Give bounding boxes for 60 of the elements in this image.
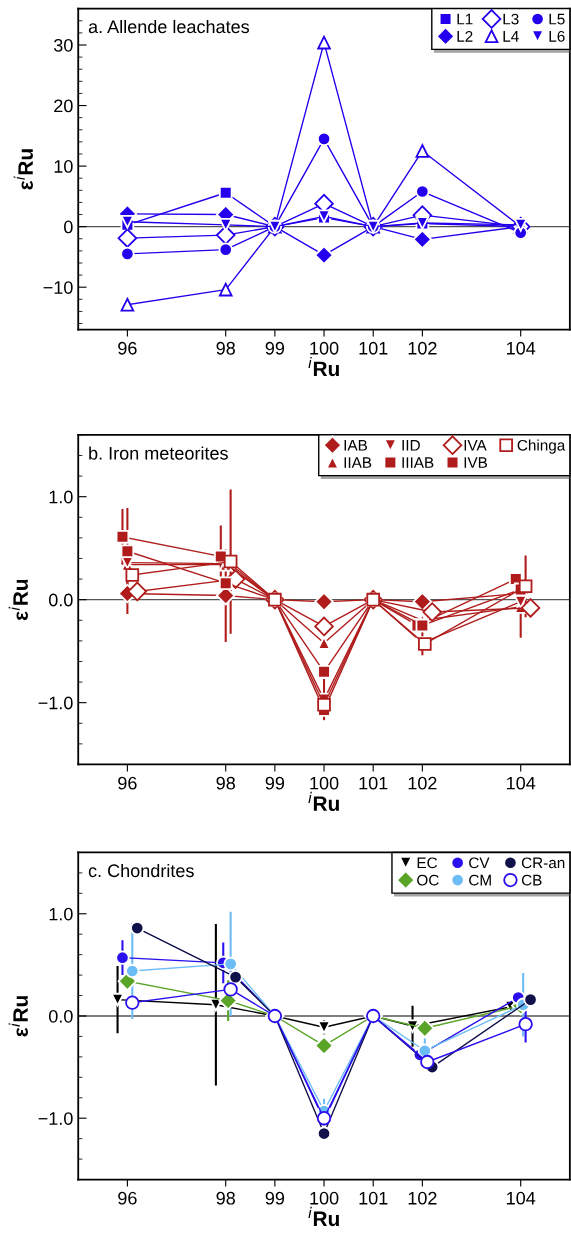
- legend-label: L6: [549, 30, 565, 42]
- legend-label: EC: [417, 857, 438, 869]
- text: b. Iron meteorites: [89, 446, 228, 460]
- legend-label: IVB: [464, 457, 488, 468]
- legend-label: CM: [469, 874, 491, 886]
- y-axis-title: ε$^{i}$Ru: [8, 996, 28, 1037]
- legend-label: IID: [402, 440, 420, 451]
- x-tick-label: 100: [310, 776, 339, 790]
- legend-label: IVA: [464, 440, 487, 451]
- y-tick-label: 0.0: [48, 1009, 73, 1023]
- x-tick-label: 102: [408, 776, 437, 790]
- x-tick-label: 98: [216, 341, 235, 355]
- x-tick-label: 104: [507, 776, 536, 790]
- x-tick-label: 98: [216, 1191, 235, 1205]
- y-tick-label: 1.0: [49, 907, 73, 921]
- x-tick-label: 99: [265, 341, 285, 355]
- x-tick-label: 99: [265, 1191, 285, 1205]
- legend-label: L2: [457, 30, 473, 42]
- x-tick-label: 98: [216, 776, 235, 790]
- x-tick-label: 101: [359, 776, 388, 790]
- y-tick-label: −1.0: [38, 696, 73, 710]
- x-tick-label: 104: [507, 1191, 536, 1205]
- legend-label: L5: [549, 13, 565, 25]
- x-tick-label: 99: [265, 776, 285, 790]
- legend-label: OC: [417, 874, 439, 886]
- y-tick-label: 20: [54, 99, 73, 113]
- y-axis-title: ε$^{i}$Ru: [13, 149, 33, 190]
- y-tick-label: 10: [54, 160, 73, 173]
- x-tick-label: 96: [118, 341, 137, 355]
- x-tick-label: 102: [408, 341, 437, 355]
- x-axis-title: $^{i}$Ru: [308, 791, 339, 812]
- legend-label: IIIAB: [402, 457, 434, 468]
- legend-label: L3: [503, 13, 519, 25]
- x-tick-label: 96: [118, 776, 137, 790]
- x-tick-label: 101: [359, 341, 388, 355]
- legend-label: IAB: [344, 440, 367, 451]
- text: c. Chondrites: [88, 863, 194, 878]
- y-tick-label: −1.0: [38, 1112, 73, 1125]
- legend-label: L1: [457, 13, 473, 25]
- x-tick-label: 101: [359, 1191, 388, 1205]
- y-tick-label: 0.0: [48, 593, 73, 607]
- legend-label: CB: [521, 874, 542, 886]
- y-tick-label: −10: [43, 281, 73, 294]
- y-axis-title: ε$^{i}$Ru: [8, 579, 28, 621]
- legend-label: L4: [503, 31, 519, 42]
- x-tick-label: 104: [507, 341, 536, 355]
- x-tick-label: 100: [310, 341, 339, 355]
- chart-title: a. Allende leachates: [88, 19, 250, 34]
- legend-label: IIAB: [344, 457, 372, 468]
- legend-label: Chinga: [517, 439, 566, 454]
- y-tick-label: 1.0: [49, 490, 73, 504]
- y-tick-label: 30: [53, 38, 73, 52]
- x-axis-title: $^{i}$Ru: [308, 356, 339, 377]
- x-tick-label: 100: [310, 1191, 339, 1205]
- x-tick-label: 102: [408, 1191, 437, 1205]
- legend-label: CR-an: [521, 857, 565, 869]
- x-axis-title: $^{i}$Ru: [308, 1206, 339, 1227]
- legend-label: CV: [469, 857, 490, 869]
- x-tick-label: 96: [118, 1191, 137, 1205]
- y-tick-label: 0: [64, 220, 73, 234]
